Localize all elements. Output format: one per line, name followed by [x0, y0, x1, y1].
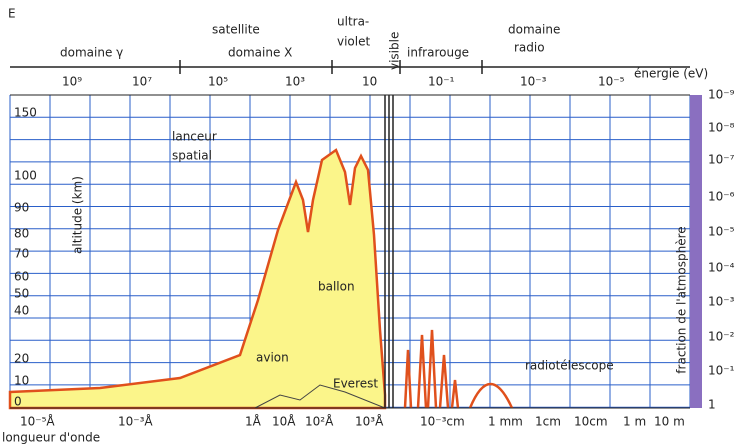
fraction-tick: 10⁻⁵: [708, 225, 735, 239]
energy-tick: 10: [362, 75, 377, 89]
altitude-tick: 90: [14, 201, 29, 215]
altitude-tick: 80: [14, 227, 29, 241]
fraction-tick: 10⁻¹: [708, 364, 735, 378]
energy-tick: 10⁵: [208, 75, 228, 89]
annotation: spatial: [172, 149, 212, 163]
altitude-tick: 60: [14, 270, 29, 284]
wavelength-tick: 10 m: [654, 415, 685, 429]
domain-separators: [179, 60, 483, 74]
absorption-curve: [8, 148, 387, 410]
wavelength-tick: 10³Å: [355, 414, 384, 429]
wavelength-tick: 10⁻³cm: [420, 415, 465, 429]
altitude-tick: 150: [14, 106, 37, 120]
corner-label: E: [8, 7, 16, 21]
fraction-label: fraction de l'atmosphère: [675, 226, 689, 373]
domain-label: domaine γ: [60, 46, 123, 60]
satellite-label: satellite: [212, 23, 260, 37]
energy-tick: 10⁷: [132, 75, 152, 89]
wavelength-tick: 10cm: [574, 415, 608, 429]
wavelength-label: longueur d'onde: [2, 431, 100, 445]
domain-label: violet: [337, 35, 370, 49]
fraction-tick: 10⁻⁶: [708, 190, 735, 204]
altitude-tick: 10: [14, 374, 29, 388]
atmosphere-bar: [690, 95, 702, 408]
wavelength-tick: 1cm: [535, 415, 561, 429]
domain-label: visible: [388, 32, 402, 70]
fraction-tick: 10⁻²: [708, 330, 735, 344]
annotation: Everest: [333, 377, 378, 391]
annotation: lanceur: [172, 130, 217, 144]
visible-window: [384, 95, 394, 408]
wavelength-tick: 10⁻³Å: [118, 414, 153, 429]
energy-tick: 10⁻³: [520, 75, 547, 89]
fraction-tick: 10⁻⁴: [708, 261, 735, 275]
annotation: ballon: [318, 280, 355, 294]
wavelength-tick: 10²Å: [305, 414, 334, 429]
wavelength-tick: 1 m: [623, 415, 646, 429]
infrared-absorption: [403, 329, 514, 409]
fraction-tick: 10⁻⁹: [708, 88, 735, 102]
energy-tick: 10⁻¹: [428, 75, 455, 89]
altitude-tick: 40: [14, 304, 29, 318]
fraction-tick: 10⁻⁷: [708, 153, 735, 167]
wavelength-tick: 10Å: [272, 414, 296, 429]
energy-tick: 10⁻⁵: [598, 75, 625, 89]
wavelength-tick: 1 mm: [488, 415, 523, 429]
domain-label: domaine: [508, 23, 560, 37]
altitude-tick: 20: [14, 352, 29, 366]
altitude-tick: 70: [14, 247, 29, 261]
altitude-label: altitude (km): [71, 176, 85, 254]
energy-label: énergie (eV): [634, 67, 708, 81]
energy-tick: 10³: [285, 75, 305, 89]
mountain: [254, 384, 386, 409]
altitude-tick: 100: [14, 169, 37, 183]
annotation: radiotélescope: [525, 359, 614, 373]
fraction-tick: 1: [708, 398, 716, 412]
fraction-tick: 10⁻³: [708, 295, 735, 309]
wavelength-tick: 1Å: [245, 414, 262, 429]
domain-label: infrarouge: [407, 46, 469, 60]
annotation: avion: [256, 351, 289, 365]
domain-label: radio: [514, 41, 545, 55]
domain-label: domaine X: [228, 46, 292, 60]
altitude-tick: 50: [14, 287, 29, 301]
wavelength-tick: 10⁻⁵Å: [20, 414, 55, 429]
fraction-tick: 10⁻⁸: [708, 121, 735, 135]
domain-label: ultra-: [337, 15, 369, 29]
energy-tick: 10⁹: [62, 75, 82, 89]
altitude-tick: 0: [14, 395, 22, 409]
